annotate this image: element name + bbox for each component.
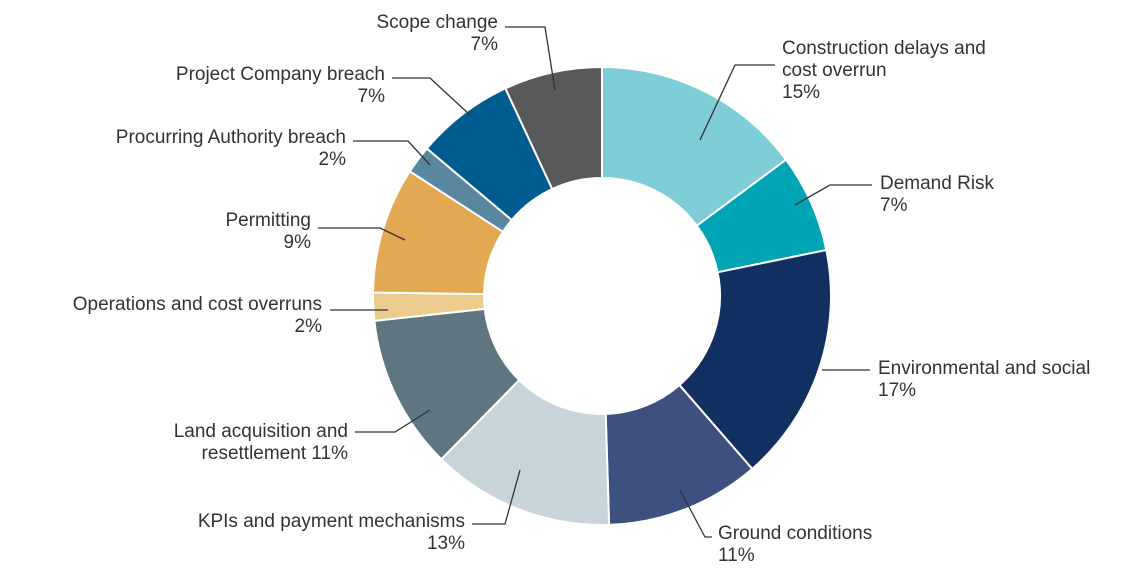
slice-label: Procurring Authority breach 2% <box>26 127 346 171</box>
category-name: Land acquisition and resettlement <box>173 421 348 464</box>
slice-label: Permitting 9% <box>111 210 311 254</box>
slice-label: KPIs and payment mechanisms 13% <box>125 511 465 555</box>
value-label: 11% <box>311 443 348 464</box>
slice-label: Construction delays and cost overrun 15% <box>782 38 987 104</box>
value-label: 7% <box>470 34 498 55</box>
category-name: Ground conditions <box>718 523 873 544</box>
leader-line <box>505 26 556 91</box>
category-name: KPIs and payment mechanisms <box>197 511 465 532</box>
category-name: Operations and cost overruns <box>72 294 322 315</box>
category-name: Procurring Authority breach <box>115 127 346 148</box>
leader-line <box>353 140 431 166</box>
donut-slice <box>504 65 603 191</box>
slice-label: Ground conditions 11% <box>718 523 958 567</box>
leader-line <box>318 227 406 241</box>
category-name: Permitting <box>225 210 311 231</box>
leader-line <box>472 469 521 525</box>
leader-line <box>355 409 431 433</box>
leader-line <box>794 184 872 206</box>
slice-label: Scope change 7% <box>298 12 499 56</box>
category-name: Demand Risk <box>880 173 995 194</box>
category-name: Construction delays and cost overrun <box>782 38 986 81</box>
value-label: 17% <box>878 380 917 401</box>
donut-slice <box>677 248 832 471</box>
leader-line <box>699 64 775 141</box>
value-label: 2% <box>318 149 346 170</box>
slice-label: Operations and cost overruns 2% <box>0 294 322 338</box>
value-label: 7% <box>357 86 385 107</box>
value-label: 7% <box>880 195 908 216</box>
value-label: 2% <box>294 316 322 337</box>
category-name: Project Company breach <box>175 64 385 85</box>
value-label: 11% <box>718 545 755 566</box>
leader-line <box>392 77 471 116</box>
slice-label: Demand Risk 7% <box>880 173 1080 217</box>
slice-label: Project Company breach 7% <box>105 64 385 108</box>
slice-label: Land acquisition and resettlement 11% <box>118 421 348 465</box>
value-label: 13% <box>426 533 465 554</box>
value-label: 15% <box>782 82 821 103</box>
slice-label: Environmental and social 17% <box>878 358 1148 402</box>
value-label: 9% <box>283 232 311 253</box>
category-name: Scope change <box>376 12 499 33</box>
category-name: Environmental and social <box>878 358 1091 379</box>
leader-line <box>679 489 712 538</box>
